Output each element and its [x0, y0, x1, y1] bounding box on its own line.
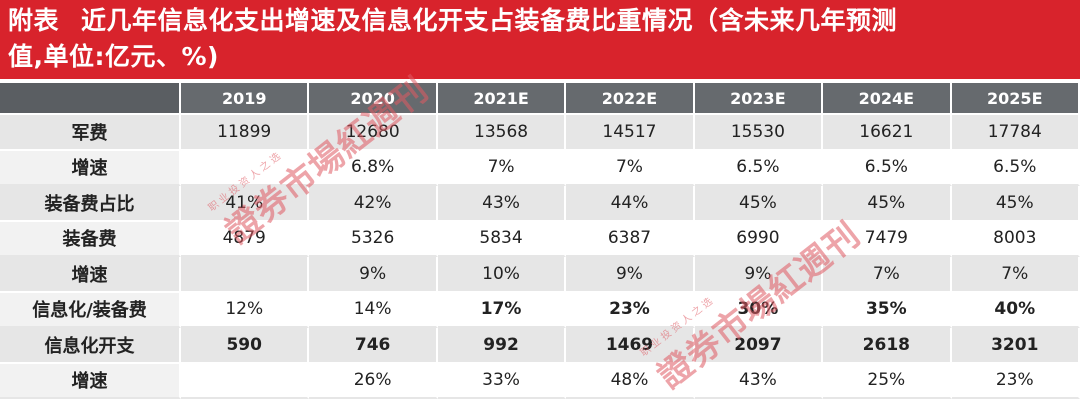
table-cell: 45% [951, 186, 1080, 222]
row-label: 军费 [0, 115, 181, 151]
table-cell: 13568 [437, 115, 567, 151]
table-cell: 12680 [309, 115, 438, 151]
col-header: 2023E [694, 83, 824, 115]
title-prefix: 附表 [8, 6, 60, 35]
title-bar: 附表 近几年信息化支出增速及信息化开支占装备费比重情况（含未来几年预测 值,单位:… [0, 0, 1080, 79]
table-cell: 45% [823, 186, 952, 222]
table-cell [181, 363, 310, 399]
data-table: 2019 2020 2021E 2022E 2023E 2024E 2025E … [0, 83, 1080, 399]
table-row: 增速 26% 33% 48% 43% 25% 23% [0, 363, 1080, 399]
row-label: 装备费占比 [0, 186, 181, 222]
table-cell: 26% [309, 363, 438, 399]
table-row: 增速 9% 10% 9% 9% 7% 7% [0, 257, 1080, 293]
table-row: 装备费占比 41% 42% 43% 44% 45% 45% 45% [0, 186, 1080, 222]
table-cell: 7% [566, 150, 695, 186]
table-cell: 12% [181, 292, 310, 328]
table-cell: 8003 [951, 221, 1080, 257]
table-cell [181, 257, 310, 293]
table-row: 军费 11899 12680 13568 14517 15530 16621 1… [0, 115, 1080, 151]
row-label: 信息化/装备费 [0, 292, 181, 328]
table-cell: 9% [694, 257, 824, 293]
row-label: 增速 [0, 150, 181, 186]
table-cell: 25% [823, 363, 952, 399]
table-cell: 40% [951, 292, 1080, 328]
col-header: 2020 [309, 83, 438, 115]
table-cell: 43% [437, 186, 567, 222]
row-label: 增速 [0, 363, 181, 399]
table-cell: 7479 [823, 221, 952, 257]
header-corner [0, 83, 181, 115]
table-cell: 7% [823, 257, 952, 293]
table-cell: 746 [309, 328, 438, 364]
table-row: 信息化开支 590 746 992 1469 2097 2618 3201 [0, 328, 1080, 364]
table-title-line-2: 值,单位:亿元、%) [8, 42, 219, 71]
table-cell: 9% [309, 257, 438, 293]
table-cell: 1469 [566, 328, 695, 364]
table-cell: 6.5% [951, 150, 1080, 186]
table-cell [181, 150, 310, 186]
table-cell: 3201 [951, 328, 1080, 364]
table-cell: 43% [694, 363, 824, 399]
table-cell: 10% [437, 257, 567, 293]
table-cell: 9% [566, 257, 695, 293]
col-header: 2025E [951, 83, 1080, 115]
col-header: 2019 [181, 83, 310, 115]
table-cell: 44% [566, 186, 695, 222]
table-row: 装备费 4879 5326 5834 6387 6990 7479 8003 [0, 221, 1080, 257]
table-cell: 16621 [823, 115, 952, 151]
table-cell: 14% [309, 292, 438, 328]
table-cell: 23% [951, 363, 1080, 399]
table-cell: 7% [437, 150, 567, 186]
table-cell: 42% [309, 186, 438, 222]
table-cell: 45% [694, 186, 824, 222]
header-row: 2019 2020 2021E 2022E 2023E 2024E 2025E [0, 83, 1080, 115]
table-cell: 6.5% [823, 150, 952, 186]
table-cell: 5326 [309, 221, 438, 257]
table-cell: 4879 [181, 221, 310, 257]
table-cell: 6.5% [694, 150, 824, 186]
table-cell: 590 [181, 328, 310, 364]
title-text: 近几年信息化支出增速及信息化开支占装备费比重情况（含未来几年预测 [81, 6, 898, 35]
table-cell: 6.8% [309, 150, 438, 186]
table-row: 信息化/装备费 12% 14% 17% 23% 30% 35% 40% [0, 292, 1080, 328]
table-cell: 35% [823, 292, 952, 328]
table-cell: 6387 [566, 221, 695, 257]
table-title-line-1: 附表 近几年信息化支出增速及信息化开支占装备费比重情况（含未来几年预测 [8, 6, 897, 36]
table-cell: 14517 [566, 115, 695, 151]
table-cell: 7% [951, 257, 1080, 293]
table-cell: 2618 [823, 328, 952, 364]
table-cell: 41% [181, 186, 310, 222]
col-header: 2022E [566, 83, 695, 115]
table-cell: 33% [437, 363, 567, 399]
table-cell: 992 [437, 328, 567, 364]
row-label: 增速 [0, 257, 181, 293]
row-label: 信息化开支 [0, 328, 181, 364]
table-cell: 17% [437, 292, 567, 328]
col-header: 2024E [823, 83, 952, 115]
row-label: 装备费 [0, 221, 181, 257]
table-cell: 5834 [437, 221, 567, 257]
table-cell: 2097 [694, 328, 824, 364]
table-cell: 23% [566, 292, 695, 328]
table-cell: 6990 [694, 221, 824, 257]
table-cell: 30% [694, 292, 824, 328]
table-cell: 11899 [181, 115, 310, 151]
col-header: 2021E [437, 83, 567, 115]
table-cell: 17784 [951, 115, 1080, 151]
table-cell: 15530 [694, 115, 824, 151]
table-row: 增速 6.8% 7% 7% 6.5% 6.5% 6.5% [0, 150, 1080, 186]
table-cell: 48% [566, 363, 695, 399]
